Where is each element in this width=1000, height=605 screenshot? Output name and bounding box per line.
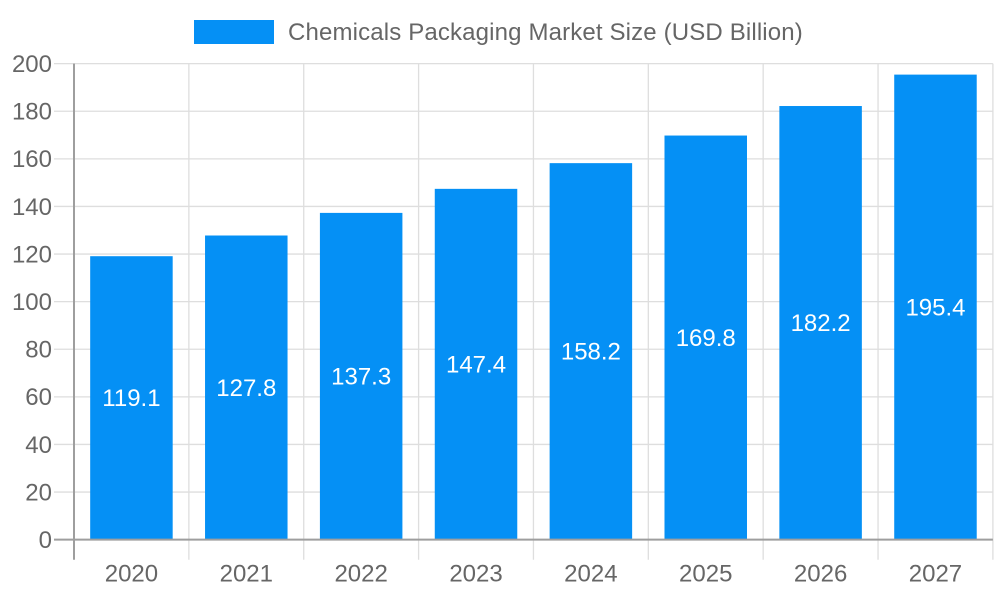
svg-text:2025: 2025 xyxy=(679,560,732,587)
svg-text:147.4: 147.4 xyxy=(446,352,506,379)
svg-text:2026: 2026 xyxy=(794,560,847,587)
svg-text:40: 40 xyxy=(25,432,52,459)
svg-text:80: 80 xyxy=(25,337,52,364)
svg-text:2027: 2027 xyxy=(909,560,962,587)
svg-text:0: 0 xyxy=(39,527,52,554)
svg-text:120: 120 xyxy=(12,241,52,268)
svg-text:60: 60 xyxy=(25,384,52,411)
svg-text:20: 20 xyxy=(25,479,52,506)
svg-text:160: 160 xyxy=(12,146,52,173)
svg-text:158.2: 158.2 xyxy=(561,339,621,366)
svg-text:2022: 2022 xyxy=(334,560,387,587)
svg-text:100: 100 xyxy=(12,289,52,316)
svg-text:119.1: 119.1 xyxy=(102,385,160,412)
svg-text:2024: 2024 xyxy=(564,560,617,587)
svg-text:182.2: 182.2 xyxy=(791,310,851,337)
svg-text:Chemicals Packaging Market Siz: Chemicals Packaging Market Size (USD Bil… xyxy=(288,19,803,46)
svg-text:195.4: 195.4 xyxy=(905,294,965,321)
svg-text:2021: 2021 xyxy=(220,560,273,587)
svg-text:180: 180 xyxy=(12,99,52,126)
svg-text:137.3: 137.3 xyxy=(331,364,391,391)
svg-text:200: 200 xyxy=(12,51,52,78)
svg-text:2023: 2023 xyxy=(449,560,502,587)
svg-text:127.8: 127.8 xyxy=(216,375,276,402)
svg-text:140: 140 xyxy=(12,194,52,221)
svg-text:2020: 2020 xyxy=(105,560,158,587)
svg-text:169.8: 169.8 xyxy=(676,325,736,352)
